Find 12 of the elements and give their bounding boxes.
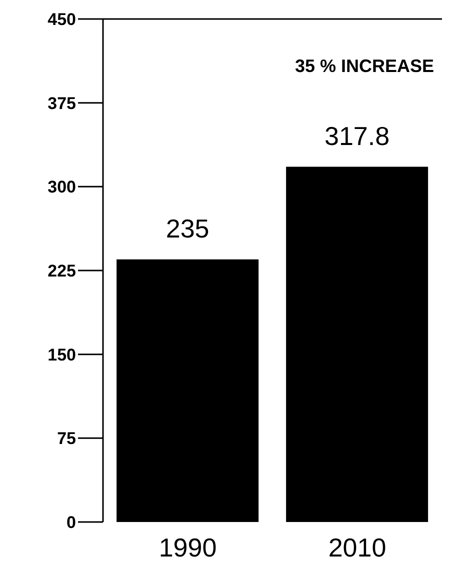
y-tick-label: 225 [48, 262, 76, 281]
y-tick-label: 150 [48, 345, 76, 364]
x-tick-label: 2010 [328, 532, 386, 562]
annotation: 35 % INCREASE [294, 56, 434, 77]
y-tick-label: 450 [48, 10, 76, 30]
data-label: 317.8 [324, 120, 390, 151]
y-tick-label: 375 [48, 94, 76, 113]
y-tick-label: 300 [48, 178, 76, 197]
y-tick-label: 0 [66, 513, 76, 532]
y-tick-label: 75 [57, 429, 76, 448]
x-tick-label: 1990 [158, 532, 217, 562]
data-label: 235 [166, 213, 210, 244]
